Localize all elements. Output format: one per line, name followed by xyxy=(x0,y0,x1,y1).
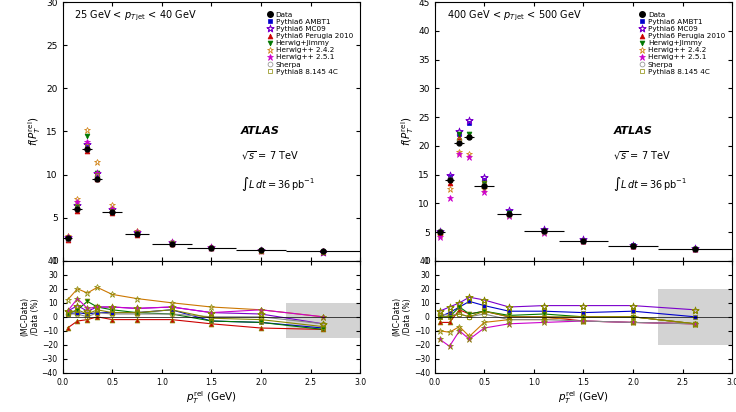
Y-axis label: (MC-Data)
/Data (%): (MC-Data) /Data (%) xyxy=(21,297,40,336)
X-axis label: $p_T^{\rm rel}$ (GeV): $p_T^{\rm rel}$ (GeV) xyxy=(558,389,609,406)
Text: ATLAS: ATLAS xyxy=(613,126,652,136)
Y-axis label: (MC-Data)
/Data (%): (MC-Data) /Data (%) xyxy=(393,297,412,336)
Text: $\int L\,dt = 36\,\mathrm{pb}^{-1}$: $\int L\,dt = 36\,\mathrm{pb}^{-1}$ xyxy=(613,176,687,193)
Legend: Data, Pythia6 AMBT1, Pythia6 MC09, Pythia6 Perugia 2010, Herwig+Jimmy, Herwig++ : Data, Pythia6 AMBT1, Pythia6 MC09, Pythi… xyxy=(638,11,726,75)
Text: $\sqrt{s}$ = 7 TeV: $\sqrt{s}$ = 7 TeV xyxy=(613,150,671,162)
Bar xyxy=(658,289,732,345)
Text: 400 GeV < $p_{T\,\mathrm{jet}}$ < 500 GeV: 400 GeV < $p_{T\,\mathrm{jet}}$ < 500 Ge… xyxy=(447,9,581,23)
X-axis label: $p_T^{\rm rel}$ (GeV): $p_T^{\rm rel}$ (GeV) xyxy=(186,389,237,406)
Text: 25 GeV < $p_{T\,\mathrm{jet}}$ < 40 GeV: 25 GeV < $p_{T\,\mathrm{jet}}$ < 40 GeV xyxy=(74,9,197,23)
Text: $\int L\,dt = 36\,\mathrm{pb}^{-1}$: $\int L\,dt = 36\,\mathrm{pb}^{-1}$ xyxy=(241,176,315,193)
Text: ATLAS: ATLAS xyxy=(241,126,280,136)
Legend: Data, Pythia6 AMBT1, Pythia6 MC09, Pythia6 Perugia 2010, Herwig+Jimmy, Herwig++ : Data, Pythia6 AMBT1, Pythia6 MC09, Pythi… xyxy=(266,11,353,75)
Text: $\sqrt{s}$ = 7 TeV: $\sqrt{s}$ = 7 TeV xyxy=(241,150,299,162)
Y-axis label: $f(P_T^{\rm rel})$: $f(P_T^{\rm rel})$ xyxy=(26,117,43,146)
Bar xyxy=(286,303,360,338)
Y-axis label: $f(P_T^{\rm rel})$: $f(P_T^{\rm rel})$ xyxy=(399,117,416,146)
